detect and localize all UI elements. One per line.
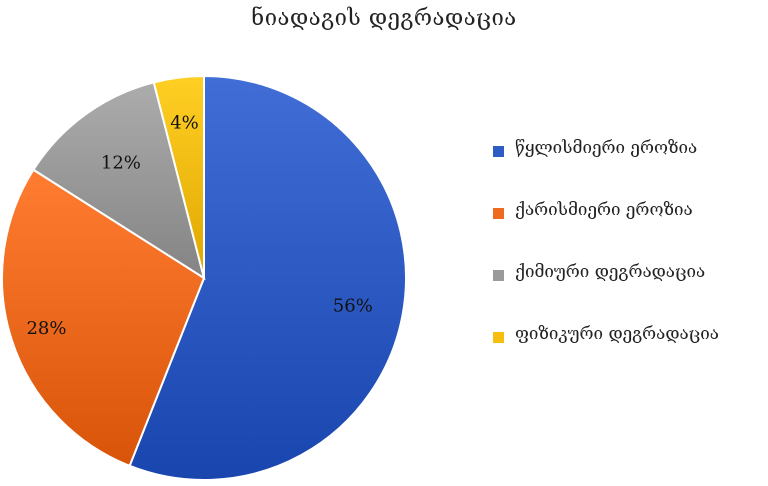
pie-slice-chemical-degradation (32, 81, 206, 281)
legend-swatch (493, 332, 504, 343)
legend-label: ქიმიური დეგრადაცია (515, 262, 706, 282)
legend-item-chemical-degradation: ქიმიური დეგრადაცია (493, 262, 763, 324)
legend-label: ქარისმიერი ეროზია (515, 200, 693, 220)
pie-slice-physical-degradation (152, 74, 205, 279)
chart-title: ნიადაგის დეგრადაცია (251, 6, 517, 31)
legend: წყლისმიერი ეროზია ქარისმიერი ეროზია ქიმი… (493, 138, 763, 386)
legend-item-water-erosion: წყლისმიერი ეროზია (493, 138, 763, 200)
data-label-wind-erosion: 28% (26, 318, 66, 339)
data-label-water-erosion: 56% (333, 295, 373, 316)
data-label-physical-degradation: 4% (170, 113, 199, 134)
pie-data-labels: 56% 28% 12% 4% (26, 113, 372, 339)
pie-slice-water-erosion (128, 74, 407, 481)
legend-item-physical-degradation: ფიზიკური დეგრადაცია (493, 324, 763, 386)
legend-swatch (493, 146, 504, 157)
pie-slice-wind-erosion (1, 168, 206, 468)
legend-swatch (493, 270, 504, 281)
legend-label: ფიზიკური დეგრადაცია (515, 324, 719, 344)
legend-swatch (493, 208, 504, 219)
data-label-chemical-degradation: 12% (101, 153, 141, 174)
pie-slices (1, 74, 407, 481)
legend-label: წყლისმიერი ეროზია (515, 138, 698, 158)
legend-item-wind-erosion: ქარისმიერი ეროზია (493, 200, 763, 262)
